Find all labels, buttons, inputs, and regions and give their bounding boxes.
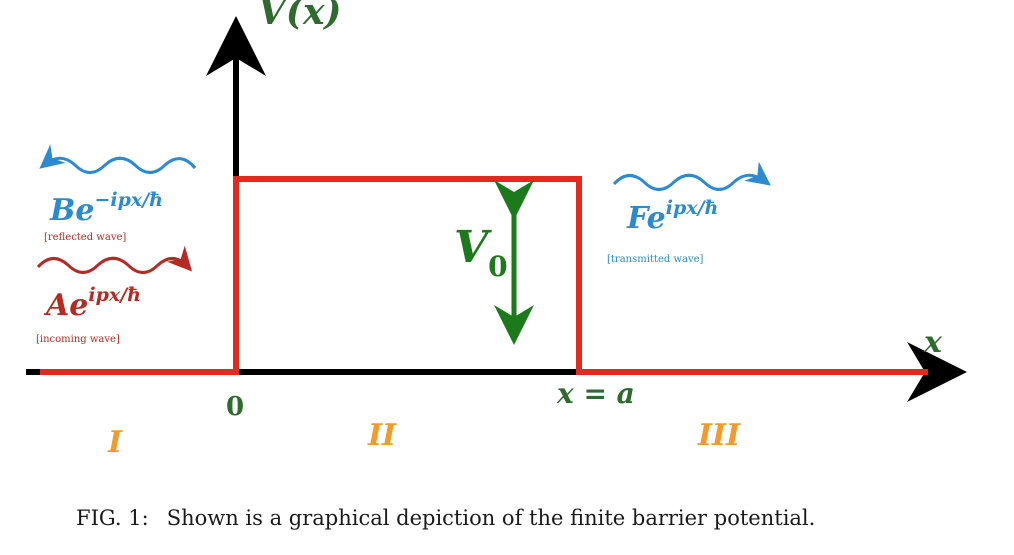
reflected-coef: Be — [49, 193, 94, 228]
y-axis-label: V(x) — [258, 0, 341, 33]
origin-label: 0 — [226, 392, 244, 422]
transmitted-wave-label: Feipx/ħ — [626, 197, 718, 236]
incoming-wave-arrow — [36, 245, 193, 274]
region-ii-label: II — [367, 418, 397, 453]
v0-main: V — [454, 222, 492, 273]
reflected-wave-note: [reflected wave] — [44, 232, 126, 243]
region-i-label: I — [107, 425, 123, 460]
region-iii-label: III — [697, 418, 741, 453]
incoming-exp: ipx/ħ — [88, 284, 141, 306]
caption-text: Shown is a graphical depiction of the fi… — [166, 506, 816, 530]
transmitted-wave-note: [transmitted wave] — [607, 254, 704, 265]
transmitted-wave-arrow — [612, 161, 771, 191]
caption-label: FIG. 1: — [76, 506, 149, 530]
incoming-wave-label: Aeipx/ħ — [43, 284, 141, 323]
figure-caption: FIG. 1: Shown is a graphical depiction of… — [76, 506, 976, 530]
incoming-coef: Ae — [43, 288, 88, 323]
barrier-diagram: V(x) x 0 x = a V0 Be−ipx/ħ [reflected wa… — [26, 0, 967, 460]
x-axis-label: x — [923, 325, 943, 360]
transmitted-coef: Fe — [626, 201, 666, 236]
transmitted-exp: ipx/ħ — [666, 197, 719, 219]
reflected-exp: −ipx/ħ — [94, 189, 163, 211]
reflected-wave-label: Be−ipx/ħ — [49, 189, 163, 228]
incoming-wave-note: [incoming wave] — [36, 334, 120, 345]
v0-subscript: 0 — [488, 250, 507, 283]
reflected-wave-arrow — [39, 144, 197, 174]
a-label: x = a — [556, 377, 635, 410]
v0-label: V0 — [454, 222, 508, 283]
potential-line — [40, 176, 928, 375]
